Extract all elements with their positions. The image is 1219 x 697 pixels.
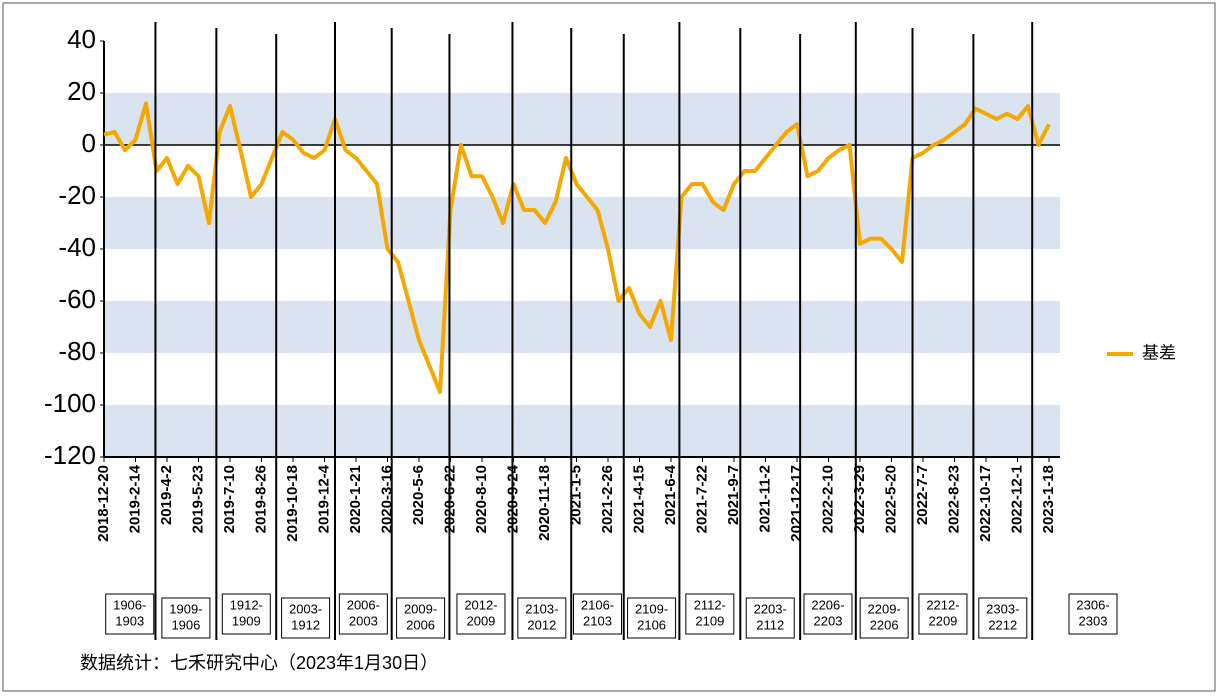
x-tick-label: 2021-4-15	[630, 465, 647, 533]
y-tick-label: 20	[67, 76, 96, 106]
contract-label: 2206-	[811, 597, 844, 612]
x-tick-label: 2020-3-16	[378, 465, 395, 533]
x-tick-label: 2020-11-18	[536, 465, 553, 541]
contract-label: 1912	[291, 617, 320, 632]
contract-label: 2203	[814, 613, 843, 628]
contract-label: 2012	[527, 617, 556, 632]
contract-label: 2209	[928, 613, 957, 628]
contract-box	[1068, 593, 1118, 635]
y-tick-label: 40	[67, 24, 96, 54]
legend-label: 基差	[1142, 343, 1176, 362]
x-tick-label: 2019-7-10	[221, 465, 238, 533]
x-tick-label: 2020-1-21	[347, 465, 364, 533]
contract-label: 2009-	[404, 601, 437, 616]
x-tick-label: 2019-10-18	[284, 465, 301, 542]
x-tick-label: 2021-2-26	[599, 465, 616, 533]
contract-box	[627, 597, 677, 639]
series-line	[103, 101, 1051, 394]
band	[104, 197, 1060, 249]
contract-label: 2306-	[1076, 597, 1109, 612]
contract-label: 2303	[1079, 613, 1108, 628]
contract-box	[221, 593, 271, 635]
x-tick-label: 2022-7-7	[914, 465, 931, 525]
x-tick-label: 2022-10-17	[977, 465, 994, 542]
contract-label: 2103	[583, 613, 612, 628]
contract-label: 2003	[349, 613, 378, 628]
contract-label: 2012-	[464, 597, 497, 612]
contract-label: 1906	[171, 617, 200, 632]
contract-box	[338, 593, 388, 635]
contract-label: 2209-	[868, 601, 901, 616]
contract-box	[456, 593, 506, 635]
x-tick-label: 2019-8-26	[252, 465, 269, 533]
contract-label: 2109-	[635, 601, 668, 616]
y-tick-label: -100	[44, 388, 96, 418]
contract-label: 1909-	[169, 601, 202, 616]
x-tick-label: 2020-5-6	[410, 465, 427, 525]
contract-box	[281, 597, 331, 639]
contract-label: 2206	[870, 617, 899, 632]
x-tick-label: 2022-2-10	[819, 465, 836, 533]
contract-label: 2003-	[289, 601, 322, 616]
contract-label: 2112	[756, 617, 784, 632]
contract-box	[161, 597, 211, 639]
x-tick-label: 2021-12-17	[788, 465, 805, 542]
contract-label: 2106-	[581, 597, 614, 612]
contract-label: 1909	[232, 613, 261, 628]
y-tick-label: -60	[58, 284, 96, 314]
band	[104, 301, 1060, 353]
y-tick-label: -20	[58, 180, 96, 210]
contract-box	[517, 597, 567, 639]
contract-label: 2303-	[986, 601, 1019, 616]
y-tick-label: -40	[58, 232, 96, 262]
contract-box	[685, 593, 735, 635]
contract-box	[978, 597, 1028, 639]
contract-label: 2112-	[694, 597, 726, 612]
contract-label: 2006	[406, 617, 435, 632]
contract-box	[803, 593, 853, 635]
band	[104, 93, 1060, 145]
x-tick-label: 2019-2-14	[126, 464, 143, 533]
x-tick-label: 2021-7-22	[693, 465, 710, 533]
contract-box	[745, 597, 795, 639]
x-tick-label: 2021-11-2	[756, 465, 773, 533]
y-tick-label: 0	[82, 128, 96, 158]
contract-box	[396, 597, 446, 639]
x-tick-label: 2021-6-4	[662, 464, 679, 525]
x-tick-label: 2022-3-29	[851, 465, 868, 533]
x-tick-label: 2019-5-23	[189, 465, 206, 533]
contract-label: 2103-	[525, 601, 558, 616]
contract-label: 1903	[115, 613, 144, 628]
x-tick-label: 2019-4-2	[158, 465, 175, 525]
contract-label: 1912-	[230, 597, 263, 612]
x-tick-label: 2018-12-20	[95, 465, 112, 542]
x-tick-label: 2019-12-4	[315, 464, 332, 533]
contract-label: 1906-	[113, 597, 146, 612]
contract-box	[859, 597, 909, 639]
contract-box	[105, 593, 155, 635]
y-tick-label: -120	[44, 440, 96, 470]
x-tick-label: 2020-8-10	[473, 465, 490, 533]
band	[104, 405, 1060, 457]
contract-box	[918, 593, 968, 635]
contract-box	[573, 593, 622, 635]
x-tick-label: 2022-12-1	[1008, 465, 1025, 533]
contract-label: 2203-	[754, 601, 787, 616]
x-tick-label: 2023-1-18	[1040, 465, 1057, 533]
x-tick-label: 2021-9-7	[725, 465, 742, 525]
source-note: 数据统计：七禾研究中心（2023年1月30日）	[80, 653, 438, 673]
contract-label: 2106	[637, 617, 666, 632]
contract-label: 2212	[988, 617, 1017, 632]
x-tick-label: 2022-8-23	[945, 465, 962, 533]
x-tick-label: 2021-1-5	[567, 465, 584, 525]
contract-label: 2006-	[347, 597, 380, 612]
x-tick-label: 2022-5-20	[882, 465, 899, 533]
contract-label: 2212-	[926, 597, 959, 612]
contract-label: 2109	[695, 613, 724, 628]
contract-label: 2009	[466, 613, 495, 628]
y-tick-label: -80	[58, 336, 96, 366]
